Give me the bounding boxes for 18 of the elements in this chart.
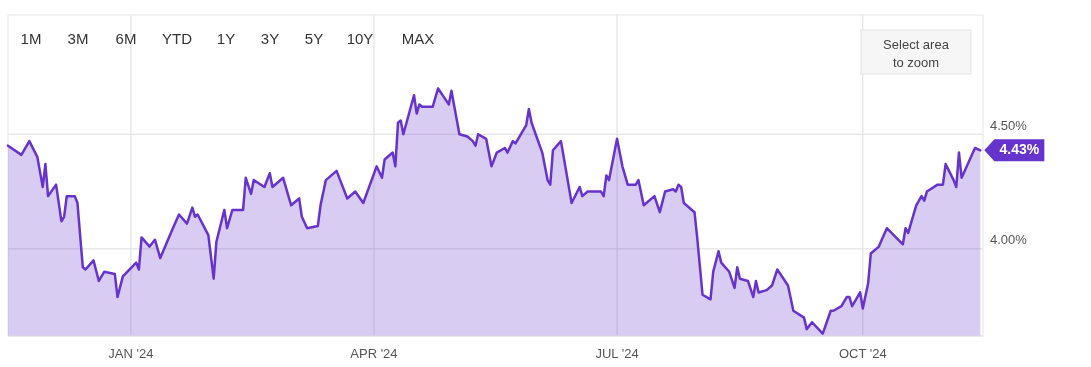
y-tick-label: 4.00% <box>990 232 1028 248</box>
annotation: 1Y <box>216 30 236 47</box>
annotation: 1M <box>20 30 42 47</box>
x-tick-label: JUL '24 <box>595 346 639 361</box>
annotation: Select area to zoom <box>883 37 950 70</box>
annotation: 3Y <box>260 30 280 47</box>
x-tick-label: OCT '24 <box>838 346 887 361</box>
zoom-button: Select area to zoom <box>860 29 972 75</box>
annotation: 3M <box>67 30 89 47</box>
annotation: 6M <box>115 30 137 47</box>
annotation: 5Y <box>304 30 324 47</box>
annotation: YTD <box>162 30 193 47</box>
x-tick-label: APR '24 <box>350 346 398 361</box>
annotation: MAX <box>401 30 435 47</box>
annotation: 4.43% <box>999 140 1040 157</box>
x-tick-label: JAN '24 <box>108 346 154 361</box>
annotation: 10Y <box>346 30 374 47</box>
y-tick-label: 4.50% <box>990 117 1028 133</box>
